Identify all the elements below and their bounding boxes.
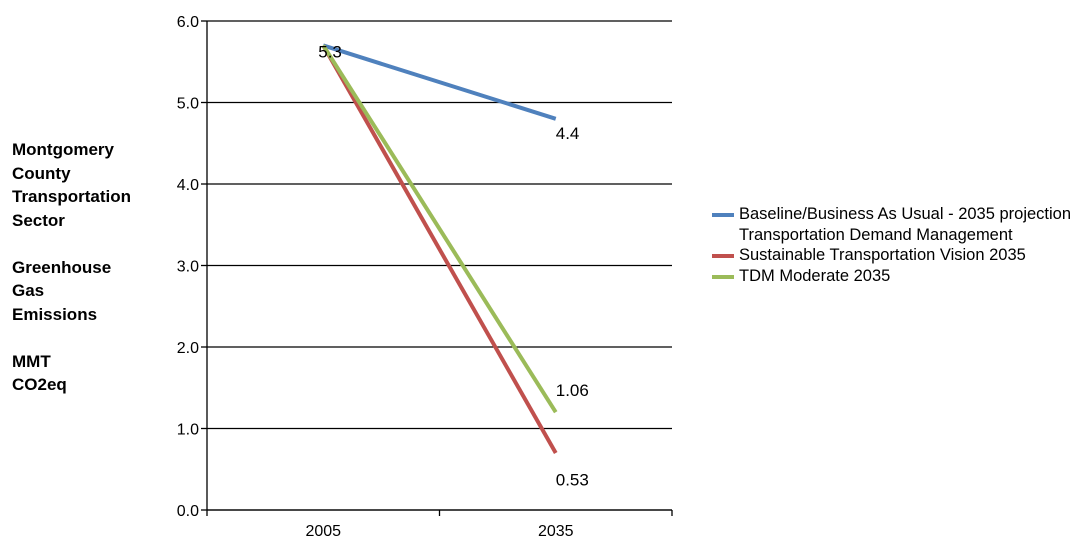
legend-swatch [712, 253, 734, 258]
x-tick-label: 2005 [305, 523, 341, 540]
y-tick-label: 5.0 [177, 96, 199, 113]
data-label: 5.3 [318, 43, 342, 62]
series-line-2 [321, 44, 558, 454]
y-tick-label: 2.0 [177, 340, 199, 357]
legend-label: TDM Moderate 2035 [739, 266, 891, 285]
data-label: 0.53 [556, 471, 589, 490]
series-line-3 [321, 44, 558, 414]
y-tick-label: 1.0 [177, 422, 199, 439]
legend-swatch [712, 274, 734, 279]
data-label: 1.06 [556, 381, 589, 400]
legend-label: Transportation Demand Management Sustain… [739, 225, 1026, 265]
x-tick-label: 2035 [538, 523, 574, 540]
y-tick-label: 4.0 [177, 177, 199, 194]
y-tick-label: 6.0 [177, 14, 199, 31]
legend-swatch [712, 213, 734, 217]
legend-label: Baseline/Business As Usual - 2035 projec… [739, 205, 1072, 223]
series-line-1 [322, 43, 557, 121]
legend: Baseline/Business As Usual - 2035 projec… [712, 204, 1072, 286]
legend-item: Transportation Demand Management Sustain… [712, 225, 1072, 266]
data-label: 4.4 [556, 124, 580, 143]
y-tick-label: 3.0 [177, 259, 199, 276]
legend-item: Baseline/Business As Usual - 2035 projec… [712, 204, 1072, 225]
y-axis-label: Montgomery County Transportation Sector … [12, 140, 132, 394]
legend-item: TDM Moderate 2035 [712, 266, 1072, 287]
y-tick-label: 0.0 [177, 503, 199, 520]
